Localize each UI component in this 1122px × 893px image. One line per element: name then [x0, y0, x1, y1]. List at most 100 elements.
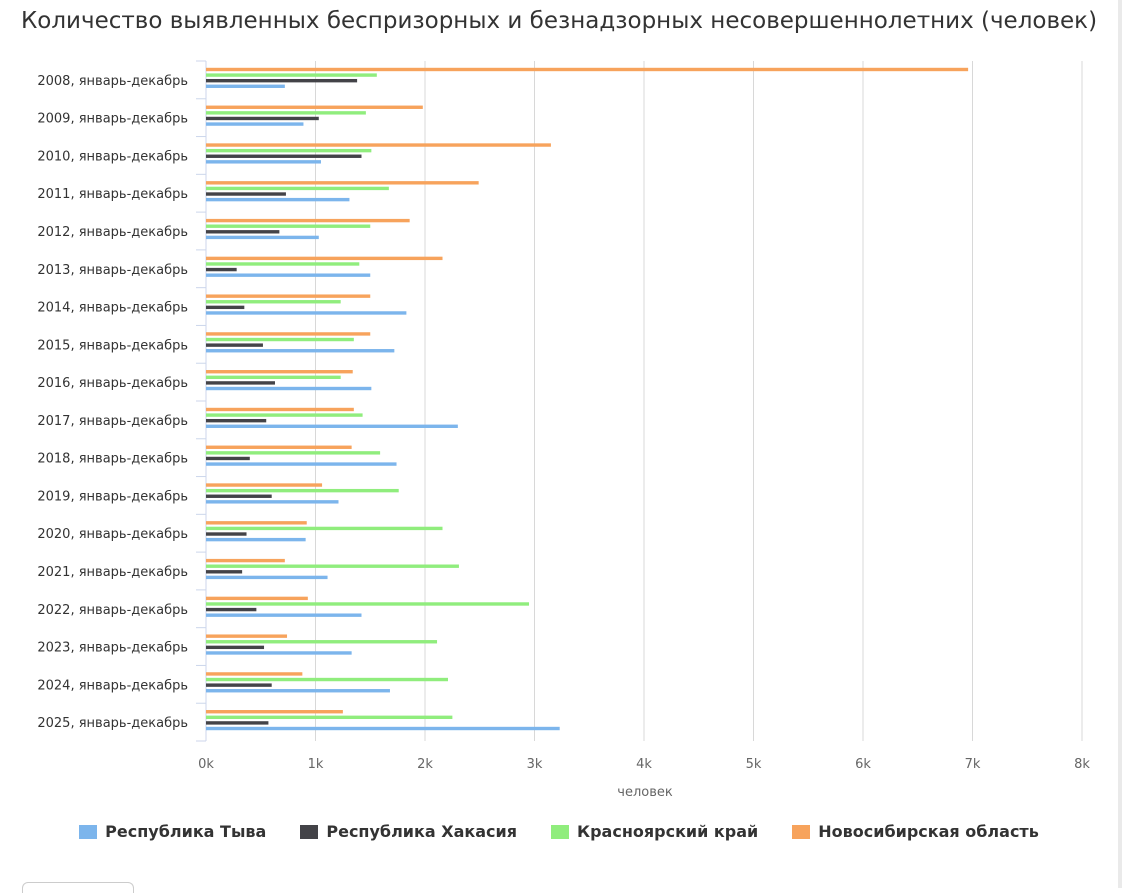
bar — [206, 197, 350, 202]
bar — [206, 451, 381, 455]
y-tick-label: 2012, январь-декабрь — [37, 225, 188, 240]
y-tick-label: 2017, январь-декабрь — [37, 414, 188, 429]
bar — [206, 558, 285, 563]
bar-chart: 0k 1k 2k 3k 4k 5k 6k 7k 8k человек 2008, январь-де… — [37, 60, 1090, 800]
x-tick-label: 2k — [417, 757, 433, 772]
bar — [206, 726, 560, 731]
bar — [206, 710, 343, 714]
bar — [206, 418, 267, 423]
bar — [206, 445, 352, 449]
bar — [206, 634, 288, 638]
legend-item-tyva[interactable]: Республика Тыва — [79, 822, 266, 841]
bar — [206, 305, 245, 310]
bar — [206, 148, 372, 153]
chart-title: Количество выявленных беспризорных и без… — [20, 8, 1098, 34]
bar — [206, 332, 371, 336]
legend-item-novosibirsk[interactable]: Новосибирская область — [792, 822, 1039, 841]
bar — [206, 192, 286, 196]
bar — [206, 160, 321, 164]
bar — [206, 494, 272, 498]
legend-swatch-khakassia — [300, 824, 319, 839]
bar — [206, 122, 304, 126]
y-tick-label: 2023, январь-декабрь — [37, 641, 188, 656]
y-tick-label: 2014, январь-декабрь — [37, 301, 188, 316]
bar — [206, 267, 237, 272]
bar — [206, 67, 969, 72]
y-tick-label: 2015, январь-декабрь — [37, 338, 188, 353]
bar — [206, 262, 360, 266]
y-tick-label: 2013, январь-декабрь — [37, 263, 188, 278]
bar — [206, 640, 438, 644]
bar — [206, 256, 443, 261]
bar — [206, 154, 362, 158]
x-tick-label: 1k — [308, 757, 324, 772]
bar — [206, 677, 448, 682]
x-tick-label: 0k — [198, 757, 214, 772]
bar — [206, 337, 354, 342]
bar — [206, 607, 257, 612]
bar — [206, 73, 377, 77]
y-tick-label: 2020, январь-декабрь — [37, 527, 188, 542]
legend-swatch-tyva — [79, 824, 98, 839]
bar — [206, 407, 354, 412]
bar — [206, 224, 371, 228]
y-tick-label: 2009, январь-декабрь — [37, 112, 188, 127]
bar — [206, 715, 453, 720]
y-tick-label: 2019, январь-декабрь — [37, 489, 188, 504]
bar — [206, 375, 341, 380]
bar — [206, 143, 551, 147]
bar — [206, 349, 395, 353]
y-tick-label: 2022, январь-декабрь — [37, 603, 188, 618]
bar — [206, 386, 372, 391]
bar — [206, 111, 366, 115]
legend-label-khakassia: Республика Хакасия — [326, 822, 517, 841]
bar — [206, 456, 250, 461]
bar — [206, 300, 341, 304]
bar — [206, 532, 247, 536]
legend-swatch-krasnoyarsk — [551, 824, 569, 839]
legend-item-khakassia[interactable]: Республика Хакасия — [300, 822, 517, 841]
legend-label-krasnoyarsk: Красноярский край — [577, 822, 759, 841]
bar — [206, 683, 272, 687]
bar — [206, 483, 323, 487]
y-tick-label: 2010, январь-декабрь — [37, 149, 188, 164]
bar — [206, 84, 285, 88]
x-tick-label: 7k — [965, 757, 981, 772]
y-tick-label: 2016, январь-декабрь — [37, 376, 188, 391]
bar — [206, 343, 263, 347]
bar — [206, 370, 353, 374]
y-tick-label: 2021, январь-декабрь — [37, 565, 188, 580]
bar — [206, 651, 352, 655]
bar — [206, 613, 362, 617]
bar — [206, 413, 363, 417]
bar — [206, 575, 328, 580]
bar — [206, 689, 390, 693]
bar — [206, 596, 308, 601]
x-tick-label: 5k — [746, 757, 762, 772]
x-tick-label: 4k — [636, 757, 652, 772]
legend-label-tyva: Республика Тыва — [105, 822, 267, 841]
bar — [206, 602, 530, 606]
bar — [206, 218, 410, 223]
y-tick-label: 2025, январь-декабрь — [37, 716, 188, 731]
bar — [206, 311, 407, 315]
bar — [206, 570, 243, 574]
bar — [206, 116, 319, 121]
bar — [206, 424, 458, 428]
bar — [206, 672, 303, 676]
bar — [206, 273, 371, 277]
chart-legend: Республика Тыва Республика Хакасия Красн… — [0, 822, 1118, 841]
x-tick-label: 8k — [1074, 757, 1090, 772]
y-tick-label: 2024, январь-декабрь — [37, 678, 188, 693]
bar — [206, 105, 423, 109]
bar — [206, 462, 397, 466]
bar — [206, 500, 339, 504]
bar — [206, 235, 319, 240]
bar — [206, 186, 389, 191]
bar — [206, 526, 443, 531]
bar — [206, 181, 479, 185]
y-tick-label: 2018, январь-декабрь — [37, 452, 188, 467]
bar — [206, 78, 358, 83]
legend-label-novosibirsk: Новосибирская область — [818, 822, 1039, 841]
legend-item-krasnoyarsk[interactable]: Красноярский край — [551, 822, 758, 841]
